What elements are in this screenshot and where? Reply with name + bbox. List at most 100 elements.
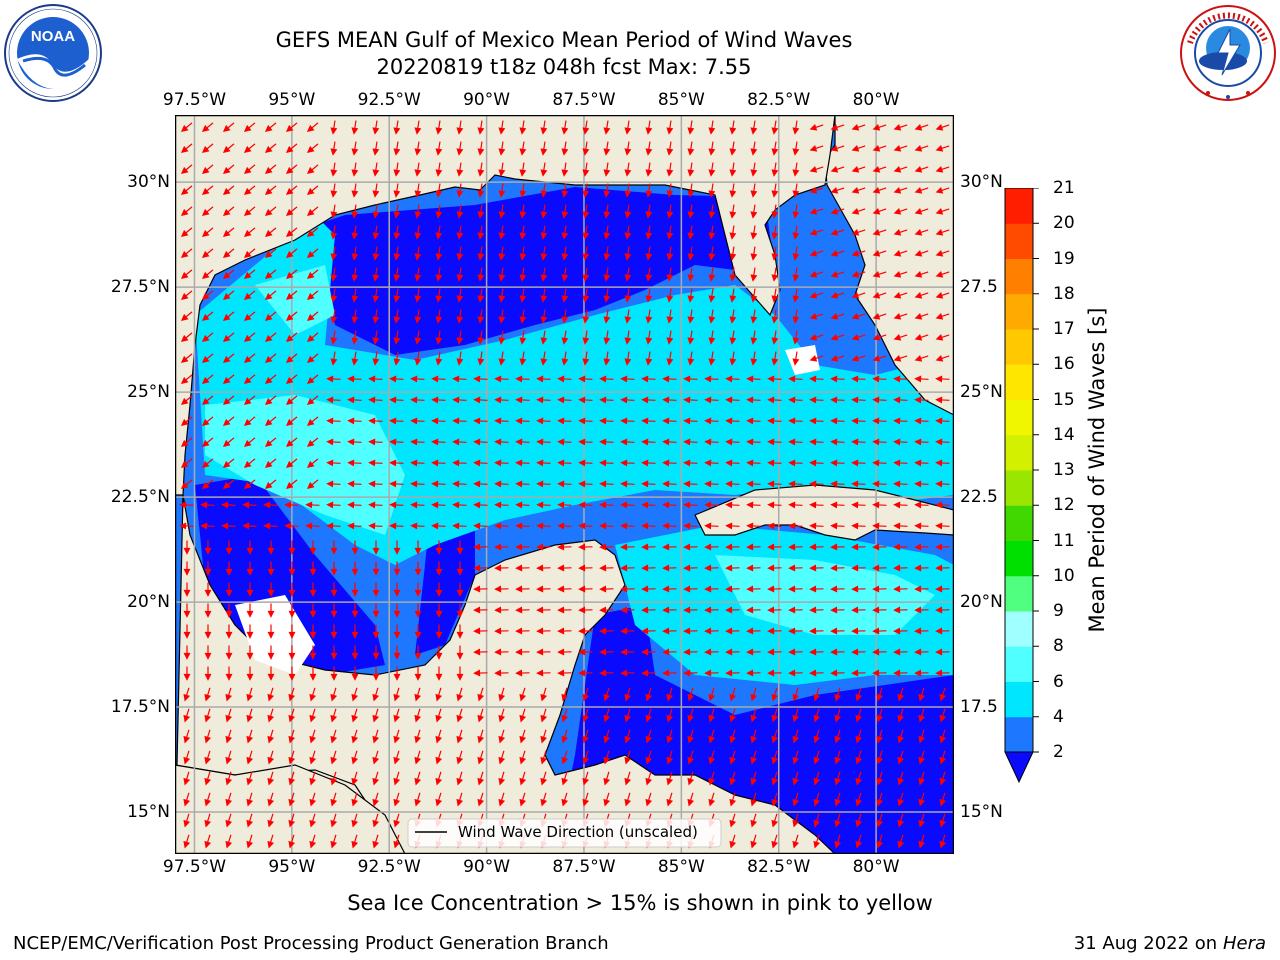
- wave-direction-arrow: [285, 143, 298, 153]
- wave-direction-arrow: [746, 501, 761, 509]
- colorbar-tick-label: 2: [1053, 742, 1064, 762]
- wave-direction-arrow: [243, 437, 256, 447]
- wave-direction-arrow: [939, 729, 947, 744]
- wave-direction-arrow: [624, 246, 632, 261]
- wave-direction-arrow: [935, 396, 950, 404]
- wave-direction-arrow: [246, 540, 254, 555]
- wave-direction-arrow: [351, 813, 359, 828]
- wave-direction-arrow: [872, 522, 887, 530]
- wave-direction-arrow: [687, 246, 695, 261]
- wave-direction-arrow: [666, 771, 674, 786]
- colorbar-tick-label: 14: [1053, 424, 1075, 445]
- wave-direction-arrow: [746, 564, 761, 572]
- wave-direction-arrow: [792, 267, 800, 282]
- wave-direction-arrow: [893, 648, 908, 656]
- wave-direction-arrow: [851, 186, 866, 194]
- wave-direction-arrow: [851, 438, 866, 446]
- colorbar-segment: [1005, 505, 1033, 541]
- wave-direction-arrow: [641, 564, 656, 572]
- wave-direction-arrow: [515, 564, 530, 572]
- wave-direction-arrow: [435, 288, 443, 303]
- wave-direction-arrow: [309, 687, 317, 702]
- wave-direction-arrow: [851, 417, 866, 425]
- lon-tick-bottom: 90°W: [463, 857, 511, 877]
- wave-direction-arrow: [285, 248, 298, 258]
- wave-direction-arrow: [725, 543, 740, 551]
- wave-direction-arrow: [477, 120, 485, 135]
- wave-direction-arrow: [473, 522, 488, 530]
- wave-direction-arrow: [309, 582, 317, 597]
- colorbar-segment: [1005, 540, 1033, 577]
- wave-direction-arrow: [494, 396, 509, 404]
- wave-direction-arrow: [309, 834, 317, 849]
- wave-direction-arrow: [708, 183, 716, 198]
- svg-text:NOAA: NOAA: [31, 28, 75, 45]
- wave-direction-arrow: [561, 771, 569, 786]
- wave-direction-arrow: [792, 792, 800, 807]
- wave-direction-arrow: [620, 438, 635, 446]
- wave-direction-arrow: [435, 687, 443, 702]
- wave-direction-arrow: [519, 708, 527, 723]
- wave-direction-arrow: [645, 687, 653, 702]
- wave-direction-arrow: [603, 792, 611, 807]
- wave-direction-arrow: [519, 750, 527, 765]
- wave-direction-arrow: [351, 351, 359, 366]
- wave-direction-arrow: [498, 288, 506, 303]
- wave-direction-arrow: [285, 164, 298, 174]
- wave-direction-arrow: [473, 543, 488, 551]
- wave-direction-arrow: [498, 792, 506, 807]
- wave-direction-arrow: [222, 164, 235, 174]
- wave-direction-arrow: [725, 564, 740, 572]
- wave-direction-arrow: [687, 225, 695, 240]
- wave-direction-arrow: [666, 267, 674, 282]
- wave-direction-arrow: [662, 606, 677, 614]
- wave-direction-arrow: [666, 183, 674, 198]
- wave-direction-arrow: [729, 750, 737, 765]
- wave-direction-arrow: [456, 540, 464, 555]
- wave-direction-arrow: [788, 375, 803, 383]
- wave-direction-arrow: [834, 750, 842, 765]
- wave-direction-arrow: [201, 248, 214, 258]
- wave-direction-arrow: [285, 290, 298, 300]
- wave-direction-arrow: [813, 750, 821, 765]
- wave-direction-arrow: [935, 375, 950, 383]
- wave-direction-arrow: [666, 246, 674, 261]
- wave-direction-arrow: [243, 227, 256, 237]
- wave-direction-arrow: [914, 375, 929, 383]
- wave-direction-arrow: [389, 522, 404, 530]
- wave-direction-arrow: [183, 561, 191, 576]
- wave-direction-arrow: [683, 522, 698, 530]
- wave-direction-arrow: [201, 395, 214, 405]
- wave-direction-arrow: [872, 186, 887, 194]
- wave-direction-arrow: [624, 771, 632, 786]
- wave-direction-arrow: [519, 267, 527, 282]
- wave-direction-arrow: [264, 248, 277, 258]
- wave-direction-arrow: [729, 771, 737, 786]
- wave-direction-arrow: [435, 750, 443, 765]
- wave-direction-arrow: [666, 750, 674, 765]
- wave-direction-arrow: [330, 162, 338, 177]
- wave-direction-arrow: [620, 543, 635, 551]
- wave-direction-arrow: [872, 417, 887, 425]
- wave-direction-arrow: [729, 309, 737, 324]
- wave-direction-arrow: [725, 480, 740, 488]
- wave-direction-arrow: [687, 351, 695, 366]
- wave-direction-arrow: [624, 183, 632, 198]
- wave-direction-arrow: [410, 375, 425, 383]
- wave-direction-arrow: [473, 648, 488, 656]
- wave-direction-arrow: [893, 291, 908, 299]
- wave-direction-arrow: [645, 162, 653, 177]
- wave-direction-arrow: [750, 267, 758, 282]
- wave-direction-arrow: [243, 395, 256, 405]
- wave-direction-arrow: [305, 522, 320, 530]
- wave-direction-arrow: [603, 120, 611, 135]
- wave-direction-arrow: [519, 330, 527, 345]
- wave-direction-arrow: [414, 225, 422, 240]
- wave-direction-arrow: [872, 291, 887, 299]
- wave-direction-arrow: [498, 750, 506, 765]
- wave-direction-arrow: [557, 480, 572, 488]
- wave-direction-arrow: [561, 750, 569, 765]
- wave-direction-arrow: [222, 416, 235, 426]
- wave-direction-arrow: [771, 708, 779, 723]
- wave-direction-arrow: [687, 162, 695, 177]
